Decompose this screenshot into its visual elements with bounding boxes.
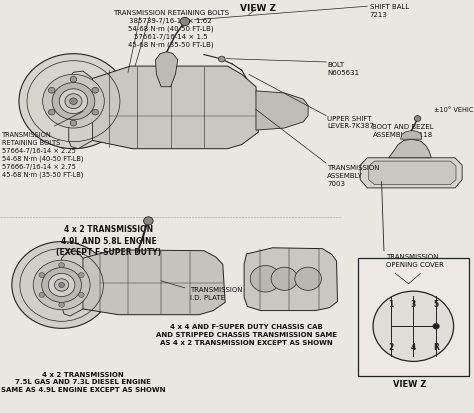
Circle shape bbox=[48, 273, 75, 297]
Circle shape bbox=[52, 83, 95, 120]
Circle shape bbox=[19, 54, 128, 149]
Text: 4 x 2 TRANSMISSION
7.5L GAS AND 7.3L DIESEL ENGINE
SAME AS 4.9L ENGINE EXCEPT AS: 4 x 2 TRANSMISSION 7.5L GAS AND 7.3L DIE… bbox=[0, 372, 165, 393]
Circle shape bbox=[70, 98, 77, 104]
Text: 2: 2 bbox=[388, 343, 393, 352]
Circle shape bbox=[271, 267, 298, 290]
Text: UPPER SHIFT
LEVER-7K387: UPPER SHIFT LEVER-7K387 bbox=[327, 116, 374, 129]
Circle shape bbox=[219, 56, 225, 62]
Circle shape bbox=[42, 268, 82, 302]
Text: 1: 1 bbox=[388, 300, 393, 309]
Polygon shape bbox=[155, 52, 178, 87]
Text: VIEW Z: VIEW Z bbox=[393, 380, 427, 389]
Text: 4 x 2 TRANSMISSION
4.9L AND 5.8L ENGINE
(EXCEPT F-SUPER DUTY): 4 x 2 TRANSMISSION 4.9L AND 5.8L ENGINE … bbox=[56, 225, 162, 257]
Circle shape bbox=[250, 266, 281, 292]
Circle shape bbox=[433, 323, 439, 329]
Circle shape bbox=[39, 273, 45, 278]
Bar bbox=[358, 258, 469, 376]
Text: 3: 3 bbox=[410, 300, 416, 309]
Circle shape bbox=[59, 89, 88, 114]
Text: BOLT
N605631: BOLT N605631 bbox=[327, 62, 359, 76]
Circle shape bbox=[48, 109, 55, 115]
Circle shape bbox=[373, 291, 454, 361]
Polygon shape bbox=[369, 161, 456, 185]
Polygon shape bbox=[401, 131, 422, 139]
Text: 4 x 4 AND F-SUPER DUTY CHASSIS CAB
AND STRIPPED CHASSIS TRANSMISSION SAME
AS 4 x: 4 x 4 AND F-SUPER DUTY CHASSIS CAB AND S… bbox=[156, 324, 337, 346]
Text: BOOT AND BEZEL
ASSEMBLY-7B118: BOOT AND BEZEL ASSEMBLY-7B118 bbox=[372, 124, 434, 138]
Circle shape bbox=[33, 260, 90, 310]
Text: TRANSMISSION
RETAINING BOLTS
57664-7/16-14 × 2.25
54-68 N·m (40-50 FT-LB)
57666-: TRANSMISSION RETAINING BOLTS 57664-7/16-… bbox=[2, 132, 84, 178]
Polygon shape bbox=[78, 250, 225, 315]
Circle shape bbox=[92, 87, 99, 93]
Circle shape bbox=[12, 242, 111, 328]
Circle shape bbox=[43, 74, 104, 128]
Text: TRANSMISSION
ASSEMBLY
7003: TRANSMISSION ASSEMBLY 7003 bbox=[327, 165, 380, 187]
Circle shape bbox=[295, 267, 321, 290]
Text: VIEW Z: VIEW Z bbox=[240, 4, 276, 13]
Circle shape bbox=[59, 302, 64, 307]
Circle shape bbox=[70, 120, 77, 126]
Circle shape bbox=[65, 94, 82, 109]
Polygon shape bbox=[69, 71, 92, 149]
Circle shape bbox=[70, 76, 77, 82]
Polygon shape bbox=[360, 158, 462, 188]
Polygon shape bbox=[88, 66, 258, 149]
Text: R: R bbox=[433, 343, 439, 352]
Circle shape bbox=[414, 116, 421, 121]
Text: 5: 5 bbox=[434, 300, 438, 309]
Polygon shape bbox=[389, 139, 431, 158]
Text: TRANSMISSION RETAINING BOLTS
385739-7/16-14 × 1.62
54-68 N·m (40-50 FT-LB)
57661: TRANSMISSION RETAINING BOLTS 385739-7/16… bbox=[113, 10, 228, 48]
Circle shape bbox=[79, 273, 84, 278]
Text: ±10° VEHICLE: ±10° VEHICLE bbox=[434, 107, 474, 114]
Circle shape bbox=[59, 282, 64, 287]
Polygon shape bbox=[62, 251, 83, 316]
Text: 4: 4 bbox=[410, 343, 416, 352]
Text: TRANSMISSION
I.D. PLATE: TRANSMISSION I.D. PLATE bbox=[190, 287, 242, 301]
Polygon shape bbox=[244, 248, 337, 311]
Circle shape bbox=[39, 292, 45, 297]
Polygon shape bbox=[256, 91, 308, 130]
Circle shape bbox=[79, 292, 84, 297]
Circle shape bbox=[48, 87, 55, 93]
Text: TRANSMISSION
OPENING COVER: TRANSMISSION OPENING COVER bbox=[386, 254, 444, 268]
Circle shape bbox=[92, 109, 99, 115]
Circle shape bbox=[55, 279, 69, 291]
Circle shape bbox=[59, 263, 64, 268]
Circle shape bbox=[180, 17, 190, 26]
Text: SHIFT BALL
7213: SHIFT BALL 7213 bbox=[370, 4, 409, 18]
Circle shape bbox=[144, 217, 153, 225]
